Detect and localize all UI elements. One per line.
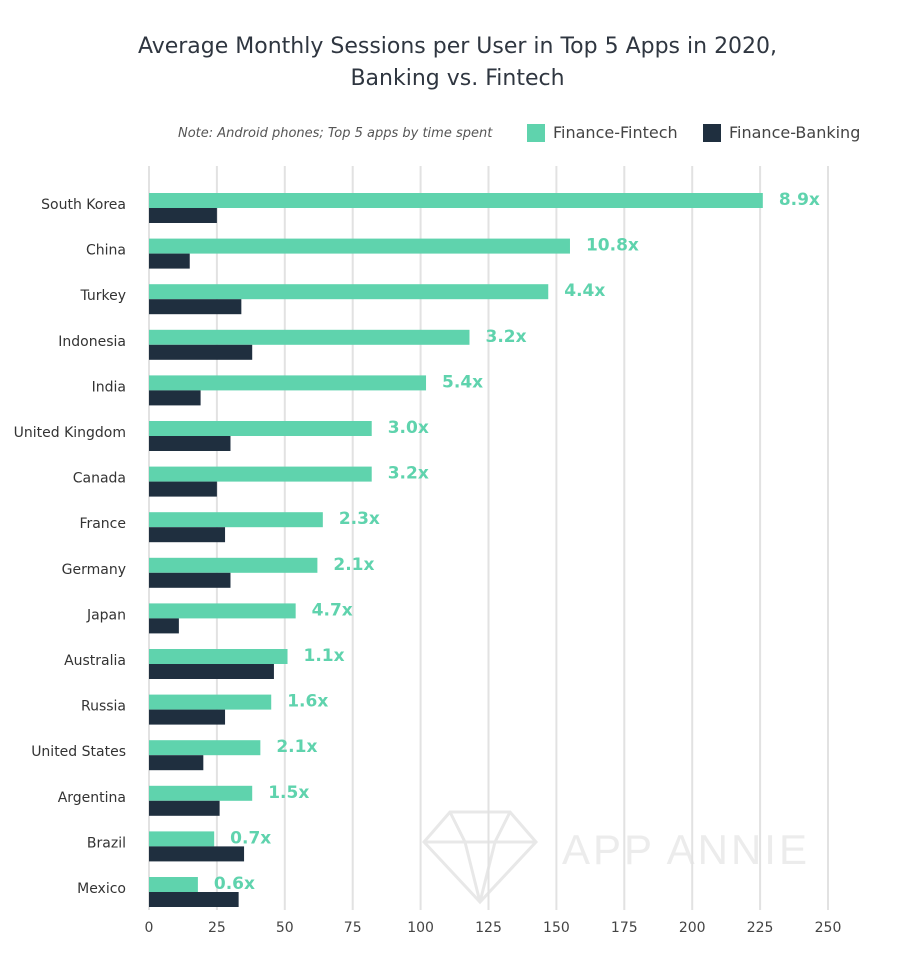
x-tick-label: 250 [815, 920, 842, 936]
data-label-multiplier: 1.1x [304, 646, 345, 666]
x-tick-label: 175 [611, 920, 638, 936]
bar-banking [149, 390, 201, 406]
data-label-multiplier: 2.1x [333, 555, 374, 575]
x-tick-label: 100 [407, 920, 434, 936]
bar-banking [149, 299, 242, 315]
y-category-label: Brazil [87, 835, 126, 851]
data-label-multiplier: 3.0x [388, 418, 429, 438]
legend-label-banking: Finance-Banking [729, 123, 861, 142]
bar-fintech [149, 694, 272, 710]
legend-label-fintech: Finance-Fintech [553, 123, 678, 142]
chart-title: Average Monthly Sessions per User in Top… [137, 34, 778, 59]
data-label-multiplier: 2.1x [276, 737, 317, 757]
data-label-multiplier: 8.9x [779, 190, 820, 210]
legend-swatch-fintech [527, 124, 545, 142]
bar-banking [149, 846, 245, 862]
bar-fintech [149, 740, 261, 756]
bar-fintech [149, 831, 215, 847]
bar-fintech [149, 193, 763, 208]
x-tick-label: 150 [543, 920, 570, 936]
legend-swatch-banking [703, 124, 721, 142]
diamond-logo-icon [421, 810, 539, 905]
x-tick-label: 225 [747, 920, 774, 936]
data-label-multiplier: 0.6x [214, 874, 255, 894]
y-category-label: Japan [86, 607, 126, 623]
bar-fintech [149, 785, 253, 801]
data-label-multiplier: 2.3x [339, 509, 380, 529]
bar-banking [149, 709, 226, 725]
x-tick-label: 200 [679, 920, 706, 936]
chart-subtitle: Banking vs. Fintech [350, 66, 565, 91]
x-tick-label: 25 [208, 920, 226, 936]
bar-fintech [149, 877, 198, 892]
y-category-label: Russia [81, 699, 126, 715]
y-category-label: Germany [62, 562, 126, 578]
y-category-label: China [86, 243, 126, 259]
y-category-label: France [79, 516, 126, 532]
bar-fintech [149, 649, 288, 664]
y-category-label: United Kingdom [14, 425, 126, 441]
y-category-label: India [92, 379, 126, 395]
y-category-label: Argentina [58, 790, 126, 806]
y-category-label: Australia [64, 653, 126, 669]
y-category-label: Canada [73, 471, 126, 487]
x-tick-label: 0 [145, 920, 154, 936]
bar-fintech [149, 466, 372, 482]
data-label-multiplier: 0.7x [230, 828, 271, 848]
bar-banking [149, 481, 217, 497]
y-category-label: Mexico [77, 881, 126, 897]
bar-banking [149, 618, 179, 634]
x-tick-label: 50 [276, 920, 294, 936]
x-tick-label: 75 [344, 920, 362, 936]
data-label-multiplier: 3.2x [485, 327, 526, 347]
bar-fintech [149, 421, 372, 436]
data-label-multiplier: 5.4x [442, 372, 483, 392]
bar-fintech [149, 557, 318, 573]
bar-banking [149, 892, 239, 907]
bar-banking [149, 800, 220, 816]
bar-banking [149, 527, 226, 543]
data-label-multiplier: 4.4x [564, 281, 605, 301]
x-tick-label: 125 [475, 920, 502, 936]
y-category-label: Turkey [79, 288, 126, 304]
bar-fintech [149, 329, 470, 345]
app-annie-watermark: APP ANNIE [421, 810, 810, 905]
bar-banking [149, 755, 204, 771]
data-label-multiplier: 3.2x [388, 464, 429, 484]
chart-note: Note: Android phones; Top 5 apps by time… [178, 126, 493, 141]
bar-banking [149, 208, 217, 223]
data-label-multiplier: 1.5x [268, 783, 309, 803]
bar-fintech [149, 603, 296, 619]
bar-banking [149, 436, 231, 451]
data-label-multiplier: 4.7x [312, 600, 353, 620]
y-category-label: United States [31, 744, 126, 760]
bar-fintech [149, 512, 323, 528]
bar-fintech [149, 375, 427, 391]
data-label-multiplier: 1.6x [287, 692, 328, 712]
y-category-label: Indonesia [58, 334, 126, 350]
y-category-label: South Korea [41, 197, 126, 213]
watermark-text: APP ANNIE [562, 826, 810, 873]
data-label-multiplier: 10.8x [586, 236, 639, 256]
bar-banking [149, 572, 231, 588]
bar-banking [149, 344, 253, 360]
bar-banking [149, 664, 274, 679]
bar-fintech [149, 284, 549, 300]
bar-banking [149, 253, 190, 269]
bar-fintech [149, 238, 570, 254]
